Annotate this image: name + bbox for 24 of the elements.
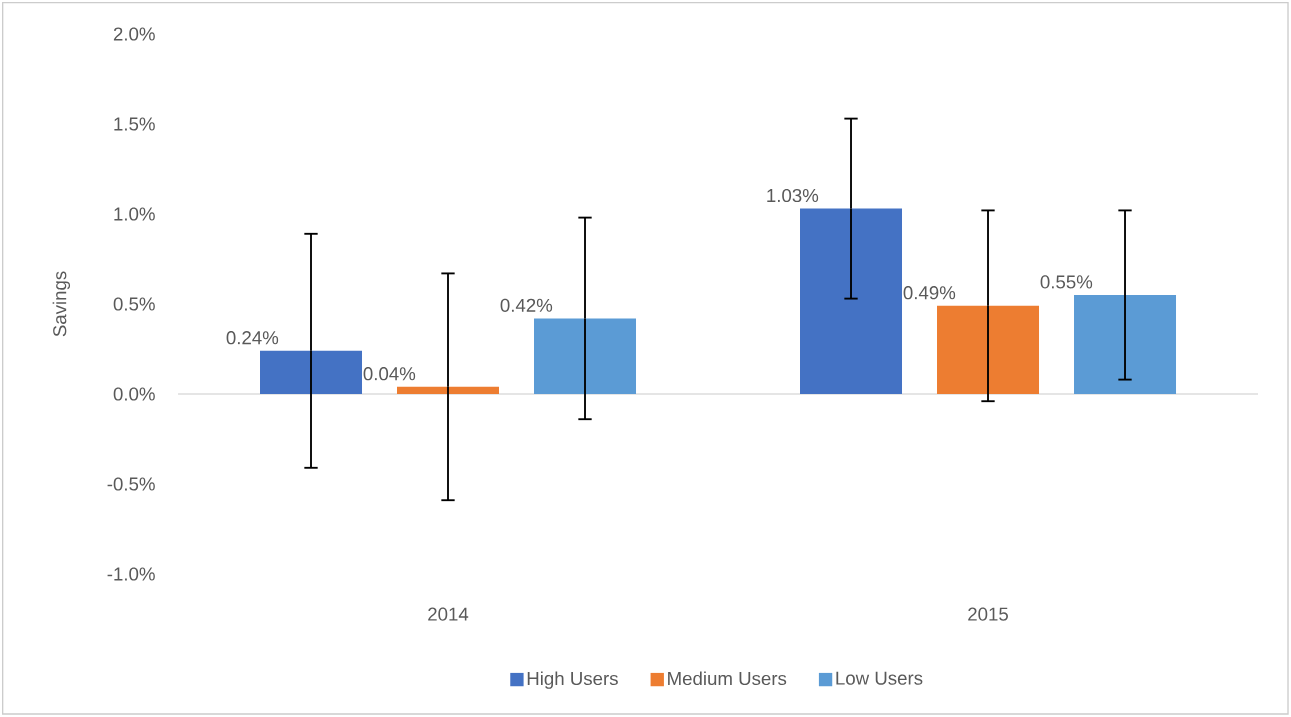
legend-label: High Users <box>527 671 618 689</box>
data-label: 0.04% <box>363 367 416 381</box>
bar <box>937 305 1040 395</box>
y-tick-label: -0.5% <box>107 477 155 491</box>
y-tick-label: 1.5% <box>114 117 155 131</box>
data-label: 1.03% <box>767 188 819 203</box>
data-label: 0.49% <box>903 286 956 300</box>
x-tick-label: 2015 <box>968 607 1008 621</box>
y-axis-title: Savings <box>52 271 71 337</box>
y-tick-label: 1.0% <box>114 207 155 221</box>
x-tick-label: 2014 <box>428 607 469 621</box>
bar <box>800 208 903 395</box>
y-tick-label: 0.5% <box>113 297 155 311</box>
bar <box>534 318 637 395</box>
data-label: 0.42% <box>500 298 553 312</box>
y-tick-label: 2.0% <box>113 27 155 41</box>
legend-label: Low Users <box>836 671 923 685</box>
legend-label: Medium Users <box>668 671 787 686</box>
data-label: 0.24% <box>226 331 279 345</box>
y-tick-label: -1.0% <box>107 567 155 581</box>
bar <box>397 386 500 395</box>
y-tick-label: 0.0% <box>113 387 155 401</box>
bar <box>260 350 362 395</box>
data-label: 0.55% <box>1040 275 1093 289</box>
